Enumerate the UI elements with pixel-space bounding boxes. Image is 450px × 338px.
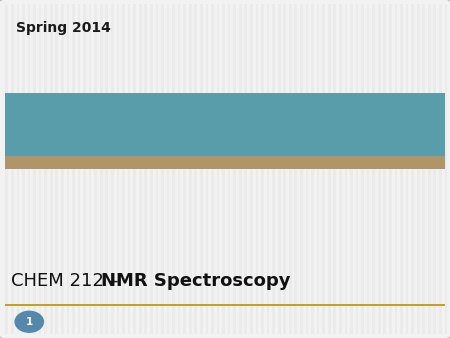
Circle shape: [387, 106, 404, 117]
Circle shape: [150, 151, 163, 159]
Circle shape: [233, 149, 252, 161]
Circle shape: [203, 88, 220, 98]
Circle shape: [270, 93, 288, 104]
Circle shape: [223, 105, 243, 118]
Circle shape: [410, 102, 423, 110]
Text: CHEM 212 –: CHEM 212 –: [11, 272, 125, 290]
Circle shape: [284, 115, 304, 127]
Circle shape: [315, 128, 335, 140]
Circle shape: [269, 156, 289, 168]
Circle shape: [196, 185, 209, 193]
Circle shape: [193, 162, 212, 174]
Circle shape: [387, 88, 404, 98]
Text: Spring 2014: Spring 2014: [16, 21, 111, 35]
Circle shape: [180, 60, 207, 77]
Circle shape: [150, 188, 163, 196]
Circle shape: [286, 174, 303, 185]
Circle shape: [355, 119, 374, 131]
Text: 1: 1: [26, 317, 33, 327]
Circle shape: [162, 171, 182, 183]
Circle shape: [325, 101, 342, 111]
Circle shape: [245, 124, 264, 136]
Circle shape: [378, 135, 395, 145]
Text: NMR Spectroscopy: NMR Spectroscopy: [101, 272, 291, 290]
